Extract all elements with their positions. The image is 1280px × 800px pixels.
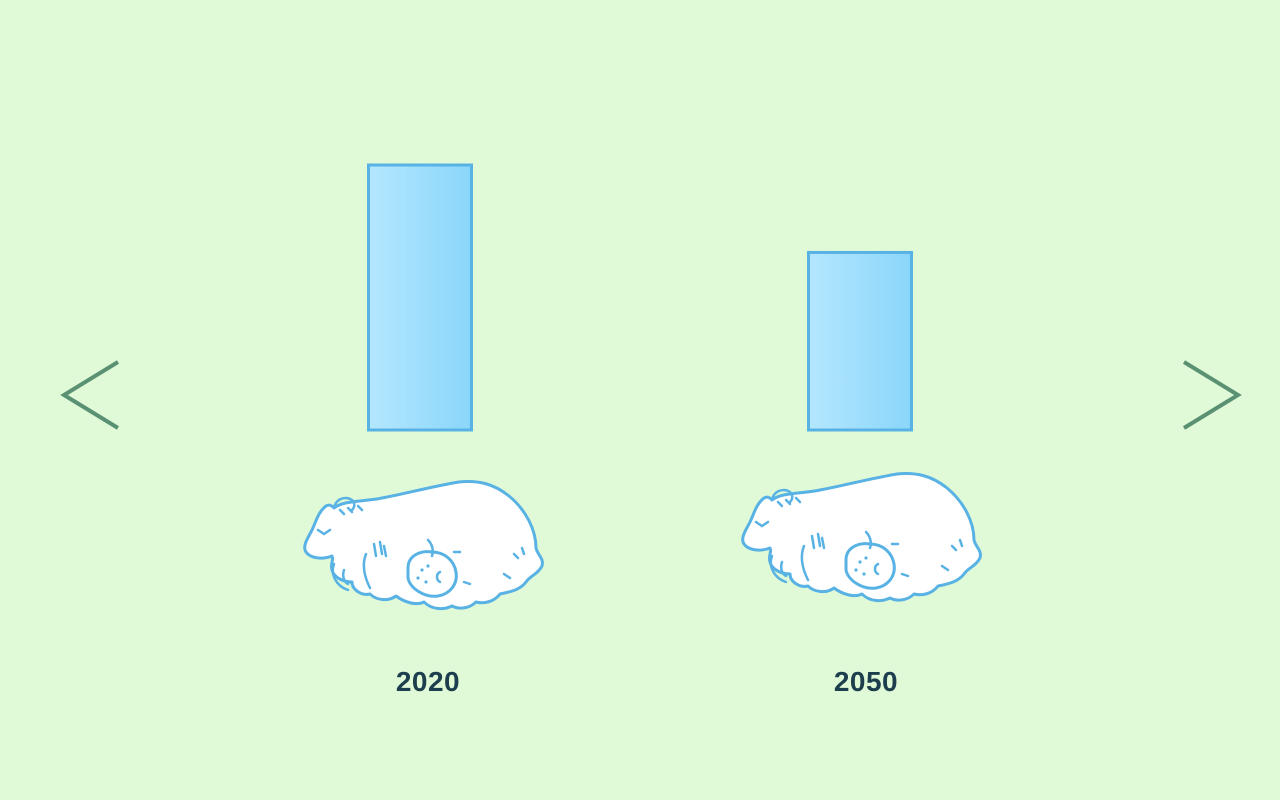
bars-layer xyxy=(367,163,913,432)
bar-2020 xyxy=(367,163,473,432)
category-label-2050: 2050 xyxy=(833,666,899,697)
polar-bear-with-cub-icon xyxy=(741,472,982,603)
category-label-2020: 2020 xyxy=(395,666,461,697)
bar-2050 xyxy=(807,250,913,432)
bears-layer xyxy=(303,472,982,611)
chevron-left-icon xyxy=(60,360,120,430)
polar-bear-with-cub-icon xyxy=(303,480,544,611)
chevron-right-icon xyxy=(1182,360,1242,430)
next-slide-button[interactable] xyxy=(1172,352,1252,442)
previous-slide-button[interactable] xyxy=(50,352,130,442)
